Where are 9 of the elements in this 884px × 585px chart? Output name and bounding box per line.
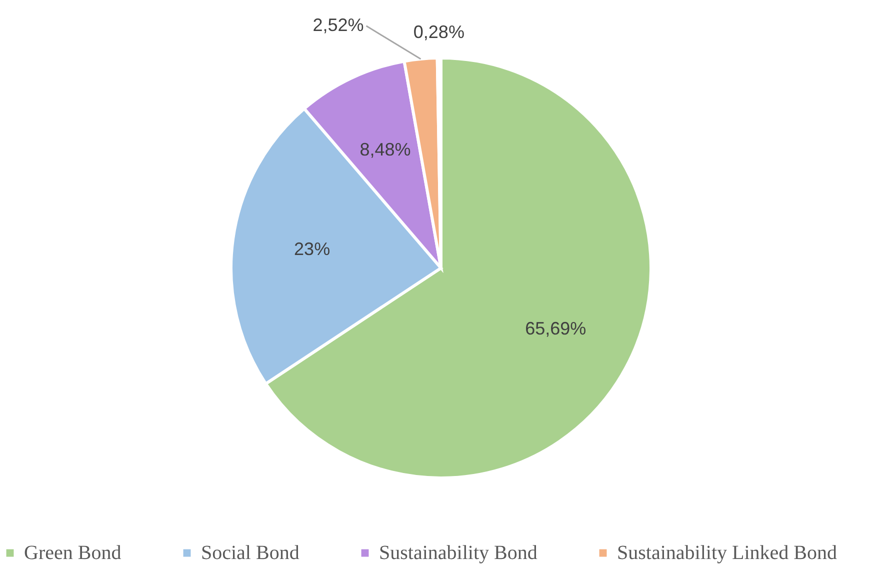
legend-label: Sustainability Linked Bond bbox=[617, 542, 837, 564]
legend-label: Sustainability Bond bbox=[379, 542, 538, 564]
data-label: 8,48% bbox=[360, 139, 411, 160]
data-label: 2,52% bbox=[312, 14, 364, 35]
legend-label: Green Bond bbox=[24, 542, 122, 564]
data-label: 23% bbox=[294, 238, 330, 259]
data-label: 0,28% bbox=[413, 22, 464, 42]
legend-label: Social Bond bbox=[201, 542, 300, 564]
data-label: 65,69% bbox=[525, 318, 586, 339]
